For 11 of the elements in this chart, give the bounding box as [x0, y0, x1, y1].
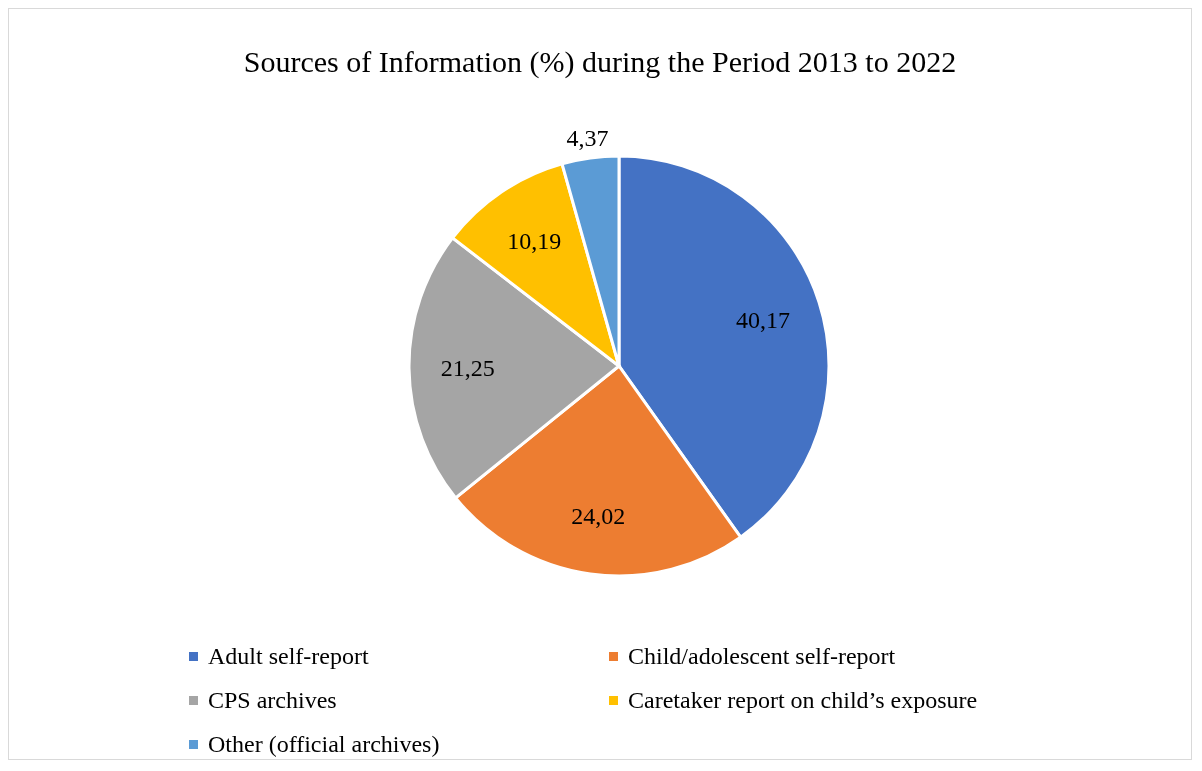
- data-label: 21,25: [440, 354, 495, 381]
- data-label: 24,02: [571, 502, 626, 529]
- legend-label: Caretaker report on child’s exposure: [628, 686, 978, 714]
- chart-title: Sources of Information (%) during the Period 2013 to 2022: [242, 45, 958, 80]
- data-label: 40,17: [736, 307, 791, 334]
- legend-label: Adult self-report: [208, 642, 369, 670]
- legend-label: Other (official archives): [208, 730, 440, 758]
- data-label: 4,37: [566, 125, 609, 152]
- data-label: 10,19: [507, 227, 562, 254]
- legend-label: CPS archives: [208, 686, 337, 714]
- legend-label: Child/adolescent self-report: [628, 642, 896, 670]
